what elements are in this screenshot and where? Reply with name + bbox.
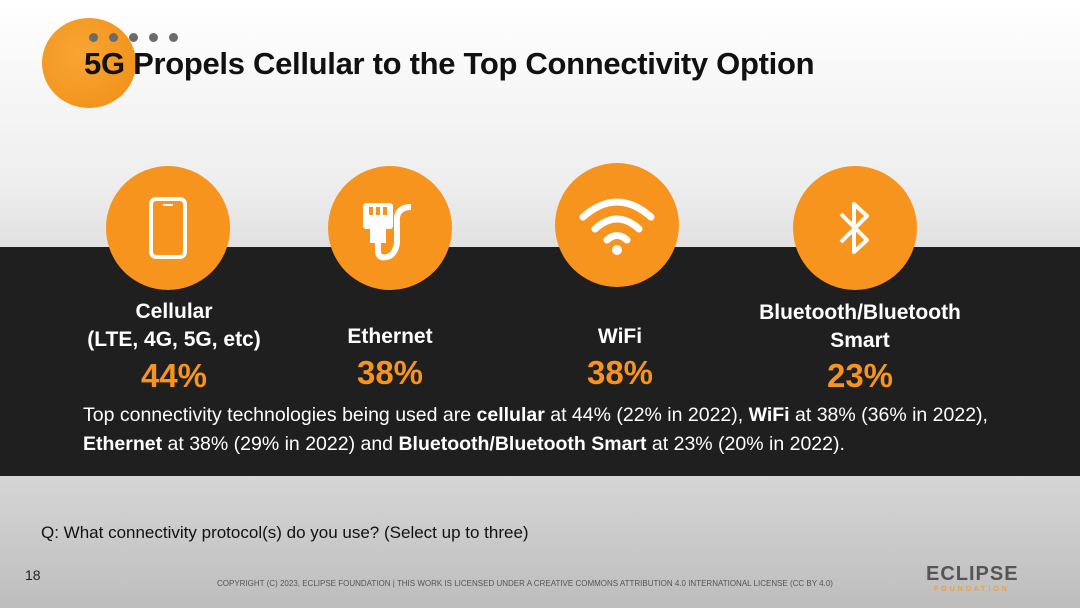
cellular-percent: 44% (140, 357, 208, 394)
summary-text: Top connectivity technologies being used… (83, 404, 988, 455)
ethernet-percent: 38% (356, 354, 424, 391)
bluetooth-icon (793, 166, 917, 290)
smartphone-icon (106, 166, 230, 290)
bottom-area (0, 476, 1080, 608)
eclipse-logo: ECLIPSE (926, 563, 1019, 585)
bluetooth-percent: 23% (826, 357, 894, 394)
decorative-orange-circle (42, 18, 136, 108)
cellular-label: Cellular (LTE, 4G, 5G, etc) (87, 300, 261, 351)
page-number: 18 (25, 567, 41, 583)
page-title: 5G Propels Cellular to the Top Connectiv… (84, 46, 815, 81)
eclipse-logo-sub: FOUNDATION (934, 586, 1010, 593)
ethernet-plug-icon (328, 166, 452, 290)
wifi-icon (555, 163, 679, 287)
decorative-dots (89, 33, 178, 42)
survey-question: Q: What connectivity protocol(s) do you … (41, 523, 529, 542)
copyright-notice: COPYRIGHT (C) 2023, ECLIPSE FOUNDATION |… (217, 579, 833, 588)
wifi-label: WiFi (597, 325, 643, 348)
ethernet-label: Ethernet (347, 325, 433, 348)
bluetooth-label: Bluetooth/Bluetooth Smart (759, 301, 961, 352)
wifi-percent: 38% (586, 354, 654, 391)
